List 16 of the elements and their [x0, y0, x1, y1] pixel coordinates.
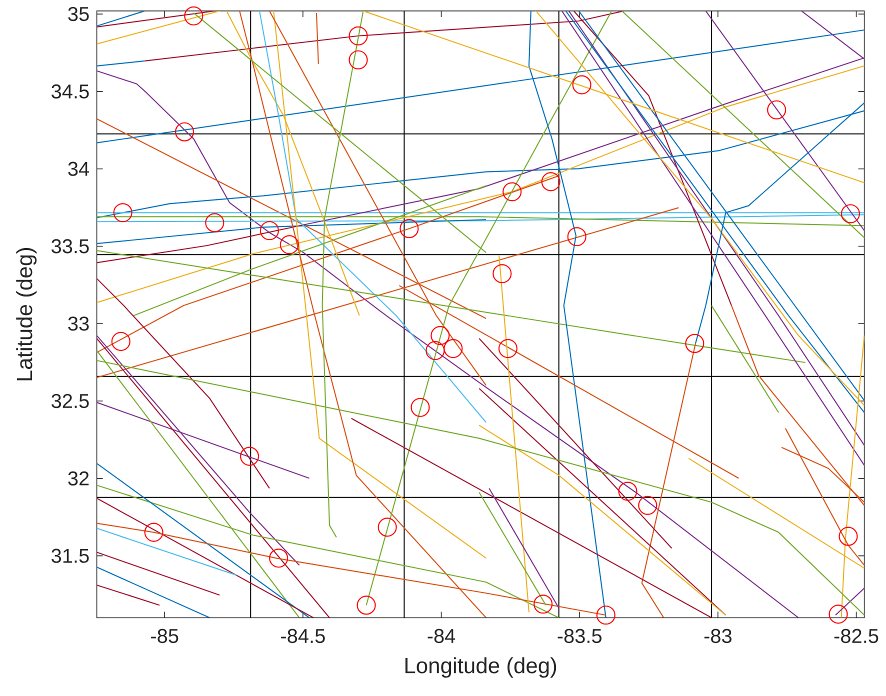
- y-axis-title: Latitude (deg): [16, 248, 37, 380]
- y-tick-label: 34.5: [52, 84, 89, 99]
- y-tick-label: 35: [68, 7, 89, 22]
- y-tick-label: 32.5: [52, 394, 89, 408]
- x-axis-title: Longitude (deg): [405, 657, 556, 678]
- y-tick-label: 34: [68, 162, 90, 176]
- x-tick-label: -84.5: [281, 629, 325, 644]
- y-tick-label: 33: [68, 316, 89, 331]
- x-tick-label: -84: [428, 629, 456, 644]
- y-tick-label: 31.5: [52, 548, 89, 564]
- y-tick-label: 33.5: [52, 239, 89, 254]
- x-tick-label: -82.5: [834, 629, 878, 644]
- y-tick-label: 32: [68, 472, 89, 486]
- x-tick-label: -85: [151, 629, 178, 644]
- x-tick-label: -83: [704, 629, 732, 644]
- x-tick-label: -83.5: [558, 629, 602, 644]
